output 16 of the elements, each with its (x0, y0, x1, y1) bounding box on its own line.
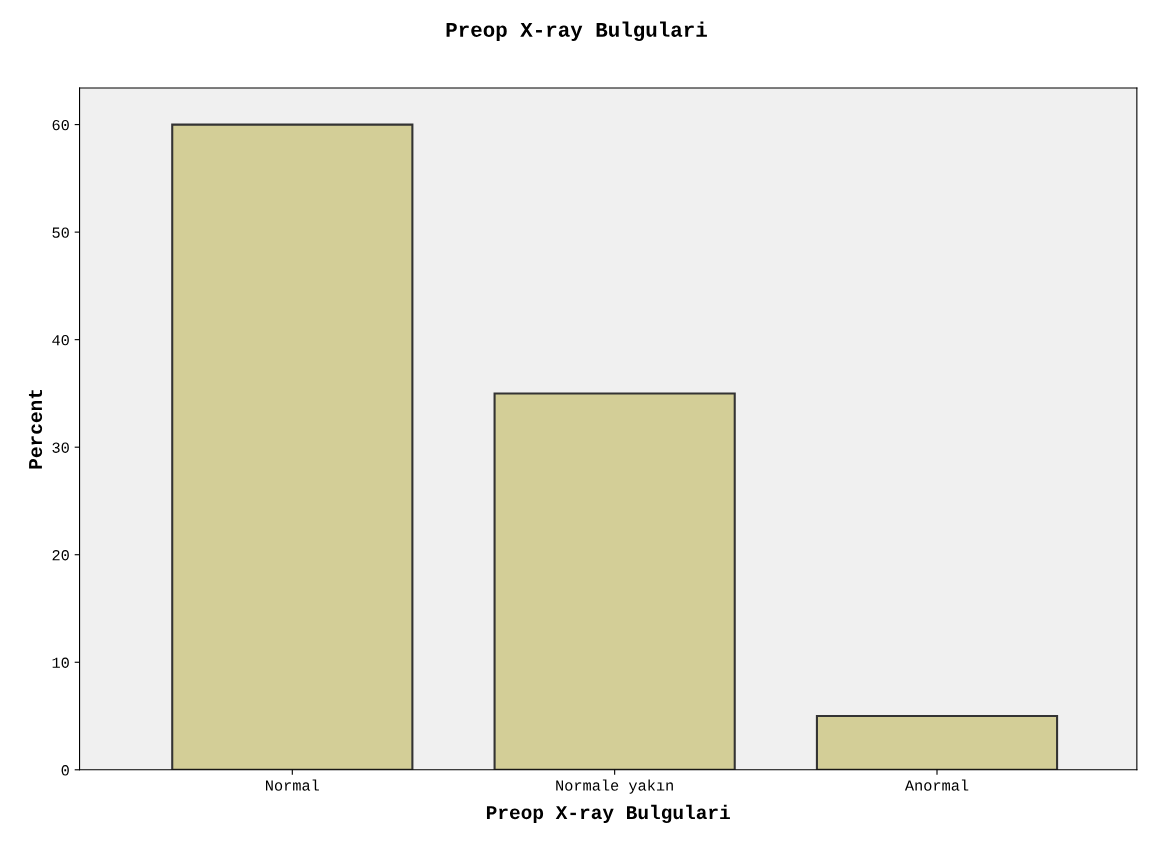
bar (171, 123, 414, 770)
y-tick-label: 10 (52, 657, 69, 668)
y-tick-label: 0 (61, 765, 69, 776)
x-axis-title: Preop X-ray Bulgulari (486, 804, 730, 824)
x-tick-label: Anormal (904, 779, 969, 791)
y-tick-label: 60 (52, 119, 69, 131)
y-tick-label: 40 (52, 334, 69, 346)
y-tick-label: 20 (52, 550, 69, 561)
bar (815, 714, 1059, 770)
y-tick-label: 30 (52, 442, 69, 453)
x-tick-label: Normale yakın (556, 779, 673, 794)
y-axis-title: Percent (28, 389, 43, 469)
y-tick-label: 50 (52, 227, 69, 238)
chart-title: Preop X-ray Bulgulari (446, 21, 707, 42)
bar (493, 392, 736, 770)
x-tick-label: Normal (266, 779, 319, 791)
